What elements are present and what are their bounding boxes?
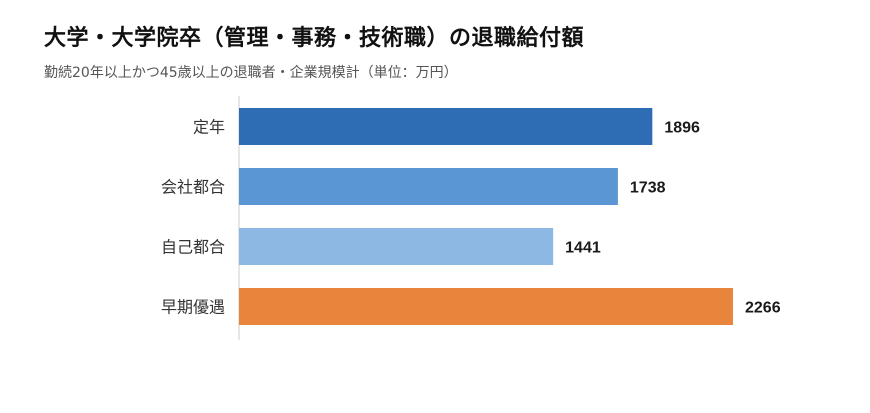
chart-title: 大学・大学院卒（管理・事務・技術職）の退職給付額 — [44, 26, 585, 51]
value-label-0: 1896 — [664, 120, 700, 137]
bar-2 — [239, 228, 554, 265]
bar-0 — [239, 108, 653, 145]
category-label-2: 自己都合 — [161, 238, 225, 257]
bars-group: 定年 1896 会社都合 1738 自己都合 1441 早期優遇 2266 — [161, 108, 781, 325]
bar-1 — [239, 168, 618, 205]
category-label-3: 早期優遇 — [161, 298, 225, 317]
category-label-1: 会社都合 — [161, 178, 225, 197]
chart-subtitle: 勤続20年以上かつ45歳以上の退職者・企業規模計（単位：万円） — [44, 65, 458, 81]
category-label-0: 定年 — [193, 118, 225, 137]
value-label-2: 1441 — [565, 240, 601, 257]
value-label-3: 2266 — [745, 300, 781, 317]
value-label-1: 1738 — [630, 180, 666, 197]
bar-3 — [239, 288, 733, 325]
